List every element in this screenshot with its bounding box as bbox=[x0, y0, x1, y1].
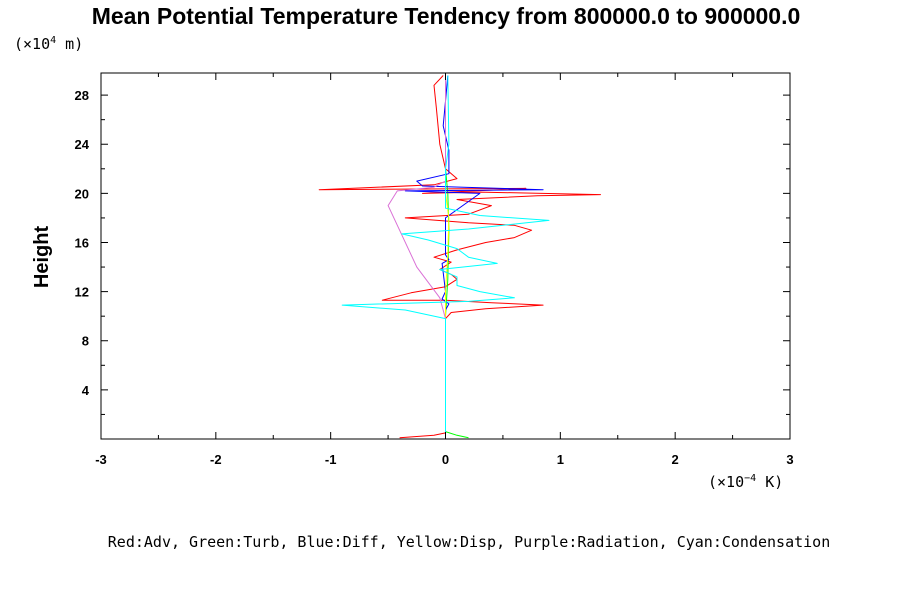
series-line-6 bbox=[341, 75, 550, 436]
y-unit-label: (×104 m) bbox=[14, 35, 83, 53]
x-tick-label: 3 bbox=[786, 452, 793, 467]
x-unit-label: (×10−4 K) bbox=[708, 473, 783, 491]
x-tick-label: -3 bbox=[95, 452, 107, 467]
x-unit-prefix: (×10 bbox=[708, 473, 744, 491]
y-tick-label: 4 bbox=[82, 383, 90, 398]
x-unit-exponent: −4 bbox=[744, 473, 756, 484]
y-tick-label: 20 bbox=[75, 186, 89, 201]
series-line-3 bbox=[404, 75, 544, 433]
y-unit-exponent: 4 bbox=[50, 35, 56, 46]
y-axis-label: Height bbox=[31, 226, 53, 289]
y-tick-label: 28 bbox=[75, 88, 89, 103]
y-unit-prefix: (×10 bbox=[14, 35, 50, 53]
x-tick-label: 1 bbox=[557, 452, 564, 467]
series-line-2 bbox=[445, 75, 469, 439]
y-tick-label: 12 bbox=[75, 285, 89, 300]
legend-text: Red:Adv, Green:Turb, Blue:Diff, Yellow:D… bbox=[108, 533, 830, 551]
x-tick-label: -1 bbox=[325, 452, 337, 467]
y-tick-label: 8 bbox=[82, 334, 89, 349]
y-unit-suffix: m) bbox=[56, 35, 83, 53]
x-tick-label: 0 bbox=[442, 452, 449, 467]
y-tick-label: 24 bbox=[75, 137, 90, 152]
chart-title: Mean Potential Temperature Tendency from… bbox=[92, 3, 801, 29]
x-tick-label: -2 bbox=[210, 452, 222, 467]
series-line-1 bbox=[318, 75, 601, 439]
series-line-5 bbox=[387, 75, 446, 319]
x-tick-label: 2 bbox=[672, 452, 679, 467]
y-tick-label: 16 bbox=[75, 235, 89, 250]
plot-area bbox=[100, 72, 791, 440]
x-unit-suffix: K) bbox=[756, 473, 783, 491]
